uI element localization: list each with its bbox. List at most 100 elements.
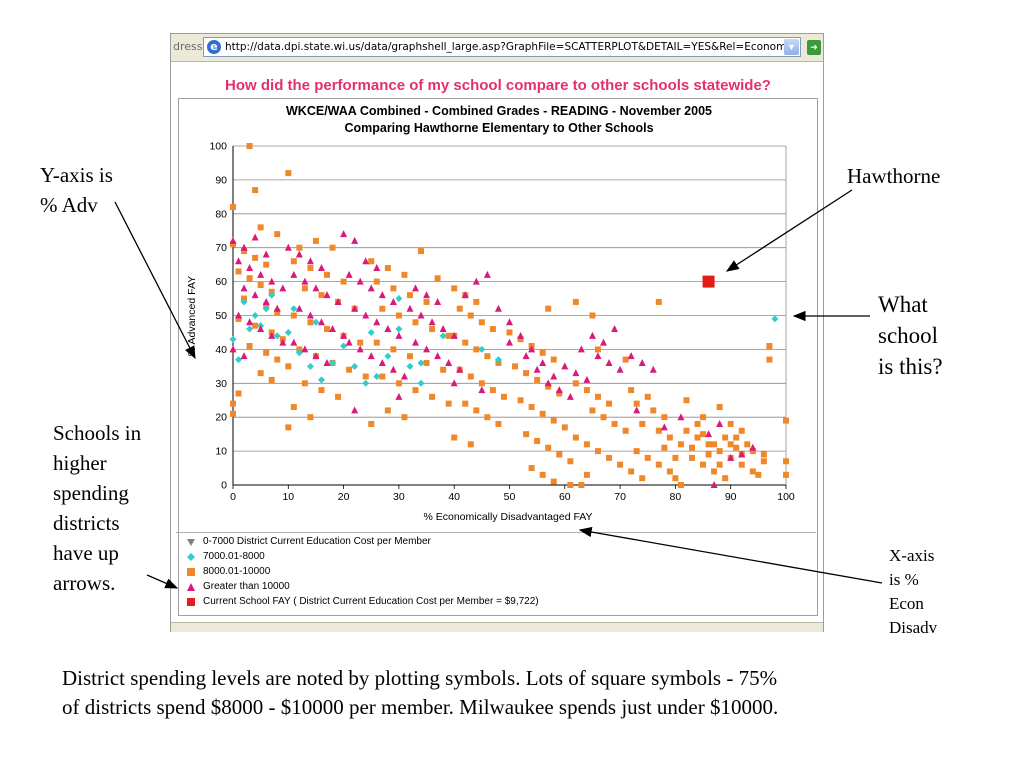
square-point [368, 420, 375, 427]
square-point [263, 349, 270, 356]
triangle-point [323, 291, 331, 299]
square-point [285, 363, 292, 370]
square-point [230, 204, 236, 211]
square-point [606, 454, 613, 461]
annotation-line: districts [53, 511, 120, 535]
address-label: dress [173, 40, 203, 53]
url-field[interactable]: e http://data.dpi.state.wi.us/data/graph… [203, 37, 801, 57]
annotation-line: have up [53, 541, 119, 565]
triangle-point [295, 304, 303, 312]
square-point [506, 329, 513, 336]
diamond-point [306, 362, 314, 370]
triangle-point [351, 304, 359, 312]
annotation-line: X-axis [889, 546, 935, 565]
square-point [423, 298, 430, 305]
square-point [274, 309, 281, 316]
square-point [495, 420, 502, 427]
square-point [230, 410, 236, 417]
square-point [473, 407, 480, 414]
square-point [406, 292, 413, 299]
square-point [462, 400, 469, 407]
triangle-point [417, 311, 425, 319]
triangle-point [235, 257, 243, 265]
triangle-point [395, 331, 403, 339]
square-point [456, 305, 463, 312]
square-point [600, 414, 607, 421]
triangle-point [373, 318, 381, 326]
triangle-point [362, 311, 370, 319]
triangle-point [483, 270, 491, 278]
triangle-point [677, 413, 685, 421]
go-arrow-icon[interactable]: ➔ [807, 40, 821, 55]
square-point [268, 376, 275, 383]
y-tick-label: 0 [221, 480, 227, 492]
triangle-point [362, 257, 370, 265]
triangle-point [235, 311, 243, 319]
chevron-down-icon[interactable]: ▼ [784, 39, 799, 55]
triangle-point [306, 311, 314, 319]
square-point [561, 424, 568, 431]
square-point [368, 258, 375, 265]
triangle-point [340, 230, 348, 238]
square-point [246, 275, 253, 282]
diamond-point [284, 328, 292, 336]
square-point [539, 410, 546, 417]
square-point [694, 434, 701, 441]
red-square-icon [187, 598, 195, 606]
diamond-point [246, 325, 254, 333]
square-point [655, 427, 662, 434]
square-point [379, 305, 386, 312]
square-point [545, 444, 552, 451]
square-point [567, 482, 574, 488]
square-point [434, 275, 441, 282]
square-point [655, 298, 662, 305]
square-point [517, 397, 524, 404]
triangle-point [290, 270, 298, 278]
square-point [489, 387, 496, 394]
triangle-point [229, 345, 237, 353]
square-point [296, 244, 303, 251]
square-point [246, 343, 253, 350]
x-axis-annotation: X-axis is % Econ Disadv [889, 544, 937, 640]
square-point [556, 390, 563, 397]
annotation-line: spending [53, 481, 129, 505]
diamond-point [351, 362, 359, 370]
square-point [478, 380, 485, 387]
square-point [230, 241, 236, 248]
triangle-point [384, 325, 392, 333]
browser-screenshot: dress e http://data.dpi.state.wi.us/data… [170, 33, 824, 632]
square-point [683, 427, 690, 434]
data-points [229, 143, 789, 488]
triangle-point [240, 352, 248, 360]
annotation-line: is % [889, 570, 919, 589]
y-axis-annotation: Y-axis is % Adv [40, 160, 113, 220]
diamond-point [240, 298, 248, 306]
chart-subtitle: Comparing Hawthorne Elementary to Other … [344, 121, 653, 135]
triangle-point [544, 379, 552, 387]
square-point [252, 254, 259, 261]
square-point [252, 322, 259, 329]
diamond-point [229, 335, 237, 343]
x-tick-label: 50 [504, 491, 516, 503]
x-tick-label: 100 [777, 491, 795, 503]
diamond-point [268, 291, 276, 299]
annotation-line: Schools in [53, 421, 142, 445]
triangle-point [616, 365, 624, 373]
triangle-point [423, 291, 431, 299]
square-point [711, 468, 718, 475]
square-point [716, 404, 723, 411]
triangle-point [600, 338, 608, 346]
tick-labels: 0 10 20 30 40 50 60 70 80 90 100 0 10 20 30 40 50 60 70 80 9… [209, 141, 794, 504]
square-point [395, 312, 402, 319]
triangle-point [710, 481, 718, 488]
square-point [716, 448, 723, 455]
legend-label: 0-7000 District Current Education Cost p… [203, 536, 431, 547]
annotation-line: is this? [878, 354, 943, 379]
triangle-point [727, 453, 735, 461]
triangle-point [605, 358, 613, 366]
square-point [324, 271, 331, 278]
annotation-line: Y-axis is [40, 163, 113, 187]
square-point [783, 458, 789, 465]
square-point [534, 376, 541, 383]
square-point [589, 312, 596, 319]
